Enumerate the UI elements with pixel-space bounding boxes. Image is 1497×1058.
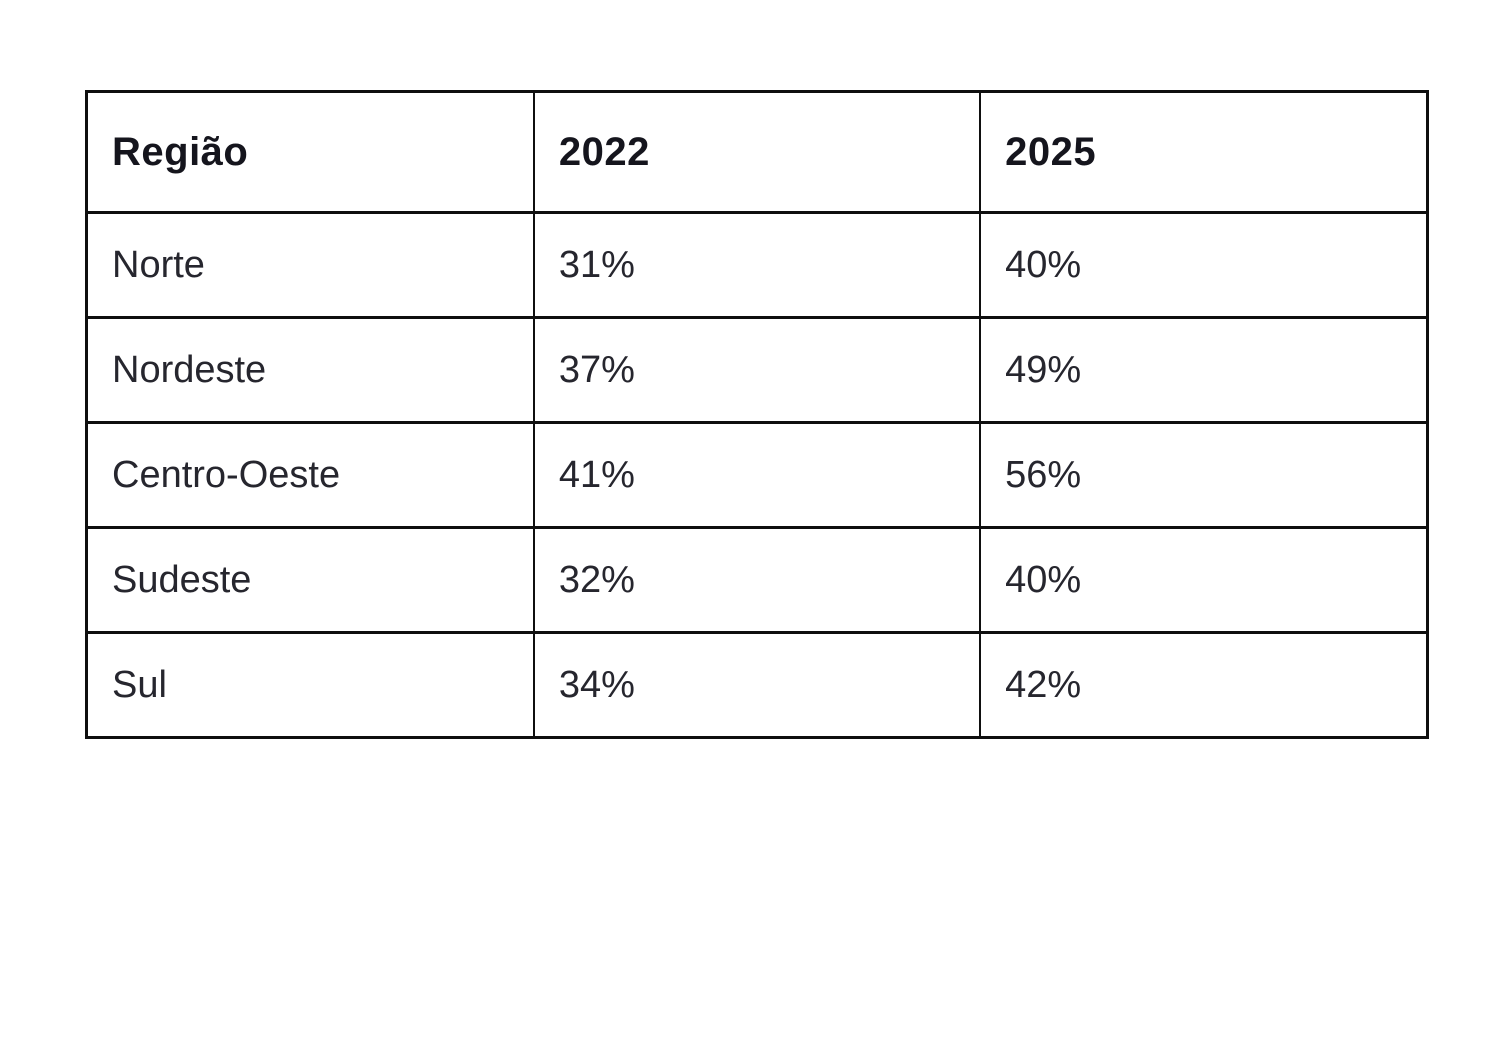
region-data-table: Região 2022 2025 Norte 31% 40% Nordeste … bbox=[84, 90, 1430, 739]
cell-2022: 34% bbox=[532, 631, 982, 739]
table-row: Centro-Oeste 41% 56% bbox=[84, 421, 1430, 529]
cell-2022: 41% bbox=[532, 421, 982, 529]
cell-region: Nordeste bbox=[84, 316, 535, 424]
cell-region: Centro-Oeste bbox=[84, 421, 535, 529]
cell-region: Norte bbox=[84, 211, 535, 319]
column-header-2025: 2025 bbox=[979, 90, 1430, 214]
cell-2025: 40% bbox=[979, 211, 1430, 319]
cell-2025: 56% bbox=[979, 421, 1430, 529]
column-header-2022: 2022 bbox=[532, 90, 982, 214]
cell-2022: 31% bbox=[532, 211, 982, 319]
header-row: Região 2022 2025 bbox=[84, 90, 1430, 214]
region-data-table-container: Região 2022 2025 Norte 31% 40% Nordeste … bbox=[84, 90, 1430, 739]
cell-2022: 32% bbox=[532, 526, 982, 634]
column-header-regiao: Região bbox=[84, 90, 535, 214]
table-row: Nordeste 37% 49% bbox=[84, 316, 1430, 424]
cell-region: Sudeste bbox=[84, 526, 535, 634]
table-row: Sudeste 32% 40% bbox=[84, 526, 1430, 634]
cell-2022: 37% bbox=[532, 316, 982, 424]
table-row: Norte 31% 40% bbox=[84, 211, 1430, 319]
cell-2025: 49% bbox=[979, 316, 1430, 424]
cell-2025: 40% bbox=[979, 526, 1430, 634]
cell-2025: 42% bbox=[979, 631, 1430, 739]
cell-region: Sul bbox=[84, 631, 535, 739]
table-row: Sul 34% 42% bbox=[84, 631, 1430, 739]
